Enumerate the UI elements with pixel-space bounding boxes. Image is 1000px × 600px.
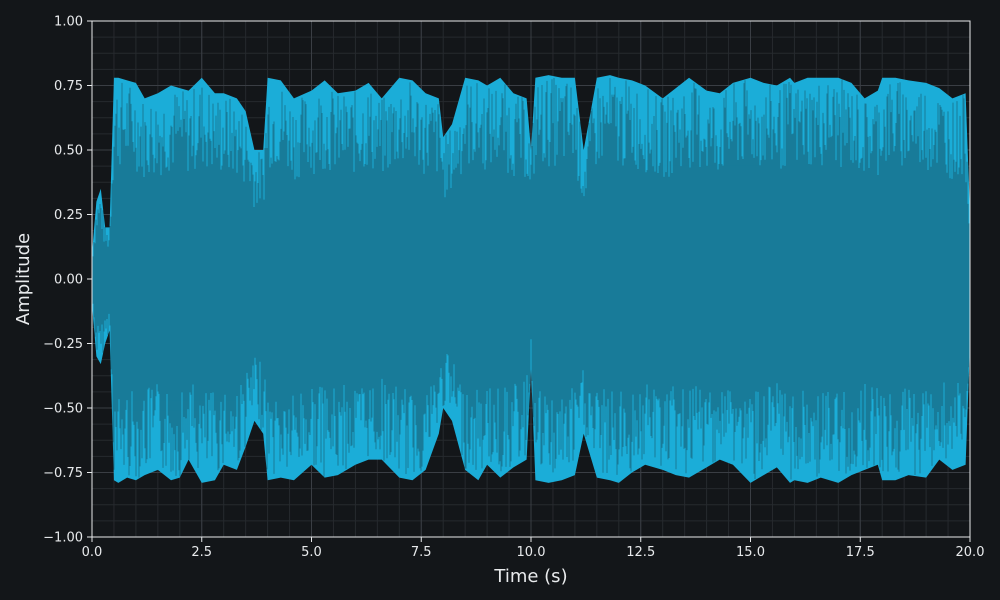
y-axis-ticks: −1.00 −0.75 −0.50 −0.25 0.00 0.25 0.50 0.75 1.00 bbox=[43, 15, 92, 546]
x-tick-label: 2.5 bbox=[191, 545, 212, 560]
y-tick-label: 0.75 bbox=[54, 79, 83, 94]
x-tick-label: 20.0 bbox=[956, 545, 985, 560]
x-tick-label: 12.5 bbox=[626, 545, 655, 560]
waveform-series bbox=[91, 75, 971, 483]
y-tick-label: 0.50 bbox=[54, 144, 83, 159]
y-tick-label: −1.00 bbox=[43, 531, 83, 546]
x-tick-label: 5.0 bbox=[301, 545, 322, 560]
x-tick-label: 7.5 bbox=[411, 545, 432, 560]
y-tick-label: 0.25 bbox=[54, 208, 83, 223]
y-tick-label: 0.00 bbox=[54, 273, 83, 288]
y-tick-label: 1.00 bbox=[54, 15, 83, 30]
x-axis-title: Time (s) bbox=[493, 566, 567, 587]
x-tick-label: 15.0 bbox=[736, 545, 765, 560]
y-tick-label: −0.50 bbox=[43, 402, 83, 417]
series-layer bbox=[91, 75, 971, 483]
y-tick-label: −0.25 bbox=[43, 337, 83, 352]
y-axis-title: Amplitude bbox=[13, 233, 34, 325]
x-tick-label: 0.0 bbox=[82, 545, 103, 560]
x-tick-label: 10.0 bbox=[517, 545, 546, 560]
y-tick-label: −0.75 bbox=[43, 466, 83, 481]
x-axis-ticks: 0.0 2.5 5.0 7.5 10.0 12.5 15.0 17.5 20.0 bbox=[82, 537, 985, 560]
x-tick-label: 17.5 bbox=[846, 545, 875, 560]
